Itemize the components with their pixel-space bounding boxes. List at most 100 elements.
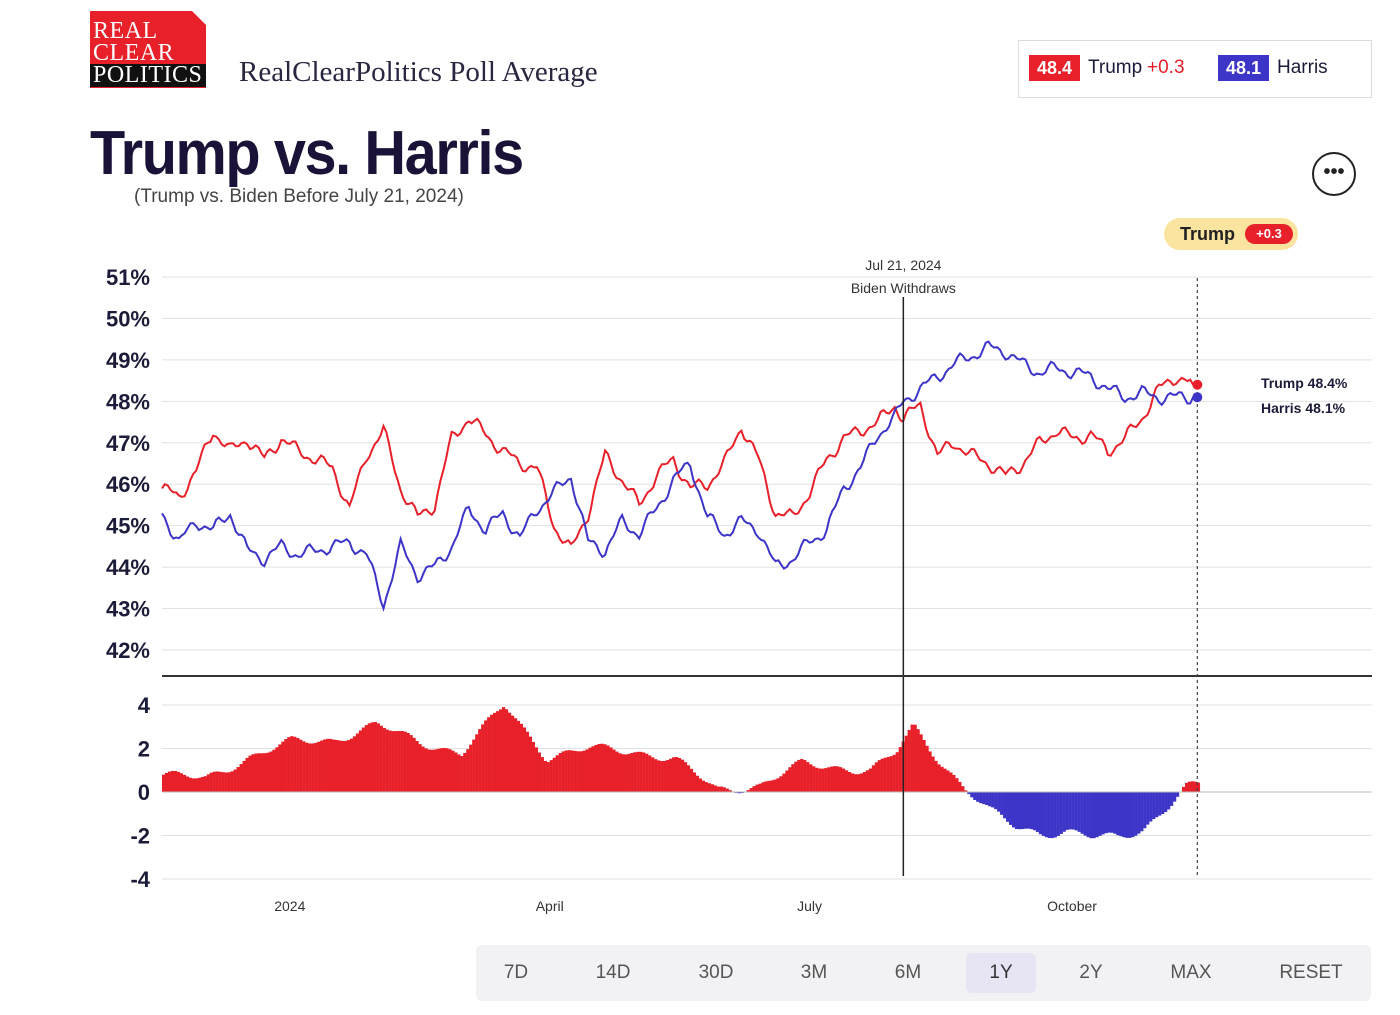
spread-bar <box>773 779 777 792</box>
range-6m-button[interactable]: 6M <box>894 962 922 983</box>
spread-bar <box>436 748 440 792</box>
range-2y-button[interactable]: 2Y <box>1079 962 1103 983</box>
range-max-button[interactable]: MAX <box>1170 962 1212 983</box>
spread-bar <box>725 788 729 792</box>
spread-bar <box>710 784 714 792</box>
spread-bar <box>1107 792 1111 833</box>
spread-bar <box>1137 792 1141 834</box>
spread-bar <box>654 759 658 792</box>
spread-bar <box>621 754 625 792</box>
spread-bar <box>1014 792 1019 830</box>
spread-bar <box>818 768 822 792</box>
spread-bar <box>1023 792 1028 829</box>
spread-bar <box>245 757 249 792</box>
spread-bar <box>1053 792 1057 838</box>
spread-bar <box>242 760 246 792</box>
spread-bar <box>1196 782 1201 792</box>
spread-bar <box>1101 792 1105 835</box>
spread-bar <box>815 767 819 792</box>
spread-bar <box>570 750 574 792</box>
y-tick-label: 45% <box>106 514 150 539</box>
spread-bar <box>1074 792 1078 831</box>
spread-bar <box>1149 792 1153 822</box>
spread-bar <box>1184 782 1189 792</box>
spread-bar <box>266 752 270 792</box>
logo-line-clear: CLEAR <box>93 40 175 66</box>
harris-line <box>161 340 1195 613</box>
spread-bar <box>850 773 855 792</box>
range-reset-button[interactable]: RESET <box>1279 962 1343 983</box>
spread-bar <box>615 751 619 792</box>
spread-bar <box>1065 792 1069 830</box>
spread-bar <box>779 776 783 792</box>
spread-bar <box>164 772 169 792</box>
more-options-button[interactable]: ••• <box>1312 152 1356 196</box>
spread-bar <box>236 767 240 792</box>
spread-bar <box>877 760 881 792</box>
y-tick-label: 49% <box>106 348 150 373</box>
spread-bar <box>1155 792 1159 818</box>
page-title: Trump vs. Harris <box>90 119 524 188</box>
spread-bar <box>308 743 312 792</box>
rcp-logo[interactable]: REAL CLEAR POLITICS <box>90 11 206 88</box>
spread-bar <box>1000 792 1004 815</box>
spread-bar <box>415 740 419 792</box>
spread-bar <box>991 792 995 808</box>
range-1y-button[interactable]: 1Y <box>966 953 1036 993</box>
spread-bar <box>579 751 583 792</box>
trump-value-badge: 48.4 <box>1029 55 1081 81</box>
spread-bar <box>677 757 682 792</box>
spread-bar <box>904 735 908 792</box>
spread-bar <box>257 753 261 792</box>
spread-bar <box>928 751 932 792</box>
spread-bar <box>203 776 207 792</box>
range-30d-button[interactable]: 30D <box>698 962 734 983</box>
spread-bar <box>305 742 309 792</box>
spread-bar <box>770 780 774 792</box>
spread-bar <box>674 757 679 792</box>
spread-bar <box>326 738 330 792</box>
spread-bar <box>1092 792 1096 839</box>
range-14d-button[interactable]: 14D <box>595 962 631 983</box>
spread-bar <box>1059 792 1063 834</box>
spread-bar <box>692 772 697 792</box>
spread-bar <box>642 752 646 792</box>
spread-bar <box>907 729 911 792</box>
spread-bar <box>844 770 849 792</box>
spread-bar <box>504 709 509 792</box>
spread-bar <box>275 747 279 792</box>
spread-bar <box>827 767 831 792</box>
spread-bar <box>1098 792 1102 836</box>
spread-bar <box>913 724 917 792</box>
logo-line-politics: POLITICS <box>90 63 206 87</box>
spread-bar <box>651 757 655 792</box>
spread-bar <box>513 718 518 792</box>
x-tick-label: October <box>1047 898 1097 914</box>
y-tick-label: 43% <box>106 597 150 622</box>
spread-bar <box>1068 792 1072 830</box>
spread-bar <box>445 748 449 792</box>
spread-bar <box>600 743 604 792</box>
spread-bar <box>564 750 568 792</box>
y-tick-label: 42% <box>106 638 150 663</box>
range-3m-button[interactable]: 3M <box>800 962 828 983</box>
spread-bar <box>1044 792 1048 838</box>
spread-bar <box>892 754 896 792</box>
spread-bar <box>1110 792 1114 833</box>
spread-bar <box>546 762 550 792</box>
spread-bar <box>248 755 252 792</box>
spread-bar <box>1104 792 1108 834</box>
spread-bar <box>1050 792 1054 839</box>
spread-bar <box>519 723 524 792</box>
range-7d-button[interactable]: 7D <box>503 962 529 983</box>
spread-tick-label: 2 <box>138 737 150 762</box>
spread-bar <box>239 764 243 792</box>
spread-bar <box>379 725 383 792</box>
spread-bar <box>361 727 366 792</box>
spread-bar <box>868 768 873 792</box>
spread-bar <box>689 768 694 792</box>
spread-bar <box>1026 792 1031 829</box>
scorebox: 48.4 Trump +0.3 48.1 Harris <box>1018 40 1372 98</box>
spread-bar <box>510 715 515 792</box>
